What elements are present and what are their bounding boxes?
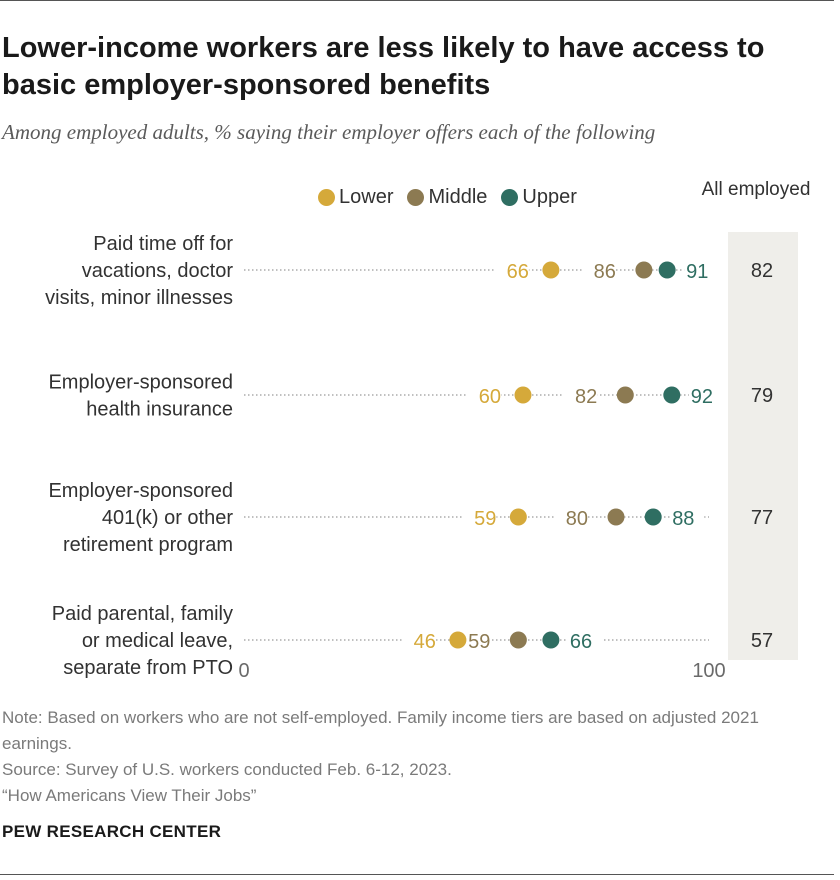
dot-plot: Paid time off for vacations, doctor visits…	[45, 232, 798, 682]
legend-dot-lower	[318, 188, 335, 206]
dot-lower	[514, 386, 532, 404]
row-2: Employer-sponsored health insurance 60 82 92…	[48, 372, 773, 421]
value-label-lower: 66	[507, 261, 529, 283]
legend-item-middle: Middle	[407, 186, 487, 209]
footer-note: Note: Based on workers who are not self-…	[2, 708, 759, 753]
pew-logo-text: PEW RESEARCH CENTER	[2, 822, 222, 841]
all-employed-value: 79	[751, 385, 773, 407]
value-label-bg	[462, 506, 497, 530]
value-label-upper: 88	[672, 508, 694, 530]
value-label-middle: 59	[468, 631, 490, 653]
row-label: Employer-sponsored 401(k) or other retirem…	[48, 480, 233, 556]
value-label-bg	[467, 384, 501, 408]
value-label-bg	[563, 384, 598, 408]
row-label-line: visits, minor illnesses	[45, 287, 233, 309]
axis-min-label: 0	[238, 660, 249, 682]
dot-middle	[509, 631, 527, 649]
value-label-bg	[581, 259, 616, 283]
value-label-bg	[554, 506, 588, 530]
legend-dot-middle	[407, 188, 425, 206]
row-label-line: separate from PTO	[63, 657, 233, 679]
all-employed-column	[728, 232, 798, 660]
legend-dot-upper	[501, 188, 519, 206]
dot-lower	[449, 631, 467, 649]
row-label-line: health insurance	[86, 399, 233, 421]
bottom-rule	[0, 874, 834, 875]
dot-upper	[542, 631, 560, 649]
chart-subtitle: Among employed adults, % saying their em…	[2, 120, 656, 144]
legend-label-lower: Lower	[339, 185, 394, 208]
footer-source: Source: Survey of U.S. workers conducted…	[2, 760, 452, 779]
dot-middle	[635, 261, 653, 279]
dot-upper	[644, 508, 662, 526]
dot-upper	[658, 261, 676, 279]
all-employed-value: 82	[751, 260, 773, 282]
value-label-upper: 66	[570, 631, 592, 653]
value-label-bg	[688, 384, 723, 408]
dot-lower	[509, 508, 527, 526]
value-label-bg	[670, 506, 705, 530]
value-label-lower: 60	[479, 386, 501, 408]
footer-report: “How Americans View Their Jobs”	[2, 786, 257, 805]
all-employed-value: 57	[751, 630, 773, 652]
value-label-middle: 80	[566, 508, 588, 530]
value-label-lower: 46	[414, 631, 436, 653]
value-label-bg	[567, 629, 602, 653]
axis-max-label: 100	[692, 660, 725, 682]
row-label: Paid time off for vacations, doctor visits…	[45, 233, 233, 309]
value-label-bg	[494, 259, 529, 283]
row-4: Paid parental, family or medical leave, se…	[52, 603, 773, 679]
dot-lower	[542, 261, 560, 279]
row-label: Employer-sponsored health insurance	[48, 372, 233, 421]
chart-title: Lower-income workers are less likely to …	[2, 32, 765, 101]
dot-upper	[663, 386, 681, 404]
row-label-line: Employer-sponsored	[48, 480, 233, 502]
row-3: Employer-sponsored 401(k) or other retirem…	[48, 480, 773, 556]
value-label-middle: 86	[594, 261, 616, 283]
dot-middle	[607, 508, 625, 526]
row-label-line: vacations, doctor	[82, 260, 234, 282]
row-label-line: or medical leave,	[82, 630, 233, 652]
value-label-upper: 92	[691, 386, 713, 408]
row-label-line: 401(k) or other	[102, 507, 234, 529]
all-employed-header: All employed	[701, 179, 811, 200]
top-rule	[0, 0, 834, 1]
row-label-line: Employer-sponsored	[48, 372, 233, 394]
row-label-line: Paid parental, family	[52, 603, 233, 625]
dot-middle	[616, 386, 634, 404]
legend-label-middle: Middle	[428, 185, 488, 208]
row-label: Paid parental, family or medical leave, se…	[52, 603, 233, 679]
value-label-upper: 91	[686, 261, 708, 283]
row-1: Paid time off for vacations, doctor visits…	[45, 233, 773, 309]
legend-label-upper: Upper	[522, 185, 577, 208]
value-label-bg	[684, 259, 719, 283]
all-employed-value: 77	[751, 507, 773, 529]
legend-item-lower: Lower	[318, 186, 393, 209]
row-label-line: retirement program	[63, 534, 233, 556]
footer: Note: Based on workers who are not self-…	[2, 705, 832, 809]
value-label-lower: 59	[474, 508, 496, 530]
row-label-line: Paid time off for	[93, 233, 233, 255]
legend-item-upper: Upper	[501, 185, 577, 209]
value-label-bg	[401, 629, 436, 653]
value-label-middle: 82	[575, 386, 597, 408]
legend: Lower Middle Upper	[318, 184, 591, 210]
